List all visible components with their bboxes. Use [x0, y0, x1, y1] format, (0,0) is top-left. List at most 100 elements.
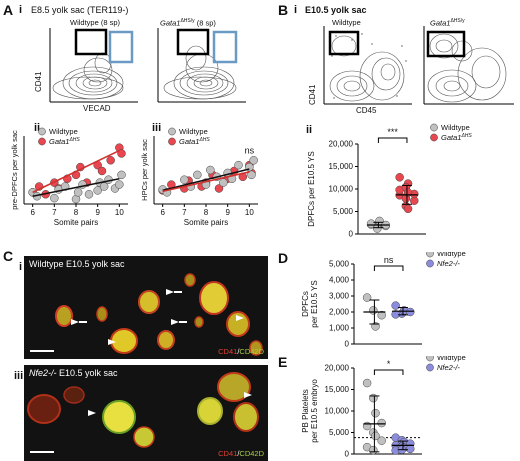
- panel-a-i-label: i: [19, 4, 23, 16]
- trend-line: [162, 171, 250, 193]
- panel-a-ii-label: ii: [34, 122, 41, 134]
- y-axis-label: DPFCs per E10.5 YS: [307, 151, 316, 226]
- y-tick-label: 0: [345, 450, 350, 459]
- y-tick-label: 0: [349, 230, 354, 239]
- data-point: [180, 175, 189, 184]
- gata1-sup: ΔHS/y: [180, 18, 195, 24]
- data-point: [234, 160, 243, 170]
- micrograph-nfe2-cells: [27, 372, 259, 453]
- legend-marker: [38, 127, 46, 136]
- x-tick-label: 10: [115, 208, 124, 217]
- data-point: [406, 444, 415, 454]
- data-point: [403, 204, 413, 214]
- data-point: [395, 173, 404, 182]
- y-tick-label: 20,000: [325, 364, 350, 373]
- data-point: [391, 301, 400, 310]
- y-tick-label: 5,000: [329, 428, 350, 437]
- y-tick-label: 0: [345, 340, 350, 349]
- legend-marker: [168, 127, 176, 136]
- mut-suffix: (8 sp): [194, 18, 216, 28]
- y-axis-label: DPFCsper E10.5 YS: [301, 280, 319, 327]
- data-point: [371, 408, 380, 418]
- x-tick-label: 9: [225, 208, 230, 217]
- panel-d-letter: D: [278, 250, 289, 266]
- flow-dots: [331, 33, 407, 99]
- stain-sep: /: [237, 347, 240, 356]
- stain-label-bottom: CD41/CD42D: [218, 449, 264, 458]
- gate-blue: [212, 30, 238, 64]
- scale-bar: [30, 451, 54, 453]
- data-point: [373, 224, 382, 233]
- legend-label: Gata1ΔHS: [441, 133, 472, 142]
- stain-green: CD42D: [239, 449, 264, 458]
- x-axis-label: Somite pairs: [184, 218, 228, 227]
- panel-b-ylabel: CD41: [308, 84, 317, 105]
- panel-a-flow-plots: [49, 28, 246, 103]
- y-tick-label: 20,000: [329, 140, 354, 149]
- flow-plot-gata1: [423, 26, 514, 105]
- stain-red: CD41: [218, 449, 238, 458]
- y-tick-label: 10,000: [329, 185, 354, 194]
- y-tick-label: 5,000: [329, 260, 350, 269]
- gata1-text: Gata1: [430, 18, 451, 28]
- x-tick-label: 6: [160, 208, 165, 217]
- x-tick-label: 10: [245, 208, 254, 217]
- panel-b-flow-plots: [323, 26, 514, 105]
- data-point: [193, 170, 202, 180]
- x-tick-label: 6: [30, 208, 35, 217]
- panel-a-iii-label: iii: [152, 122, 162, 134]
- legend-marker: [426, 363, 434, 372]
- y-tick-label: 1,000: [329, 324, 350, 333]
- data-point: [249, 156, 258, 165]
- cells: [27, 372, 259, 448]
- x-tick-label: 7: [52, 208, 57, 217]
- stain-green: CD42D: [239, 347, 264, 356]
- scale-bar: [30, 350, 54, 352]
- gate-black: [176, 28, 210, 56]
- data-point: [117, 149, 126, 158]
- y-tick-label: 4,000: [329, 276, 350, 285]
- arrowhead-icons: [88, 392, 252, 416]
- data-point: [247, 170, 256, 180]
- significance-annotation: *: [387, 359, 391, 369]
- gate-blue: [108, 30, 134, 64]
- cells: [55, 273, 263, 356]
- data-point: [362, 293, 372, 302]
- data-point: [50, 193, 59, 203]
- panel-a-letter: A: [3, 2, 14, 18]
- data-point: [206, 165, 215, 175]
- data-point: [117, 170, 126, 180]
- y-axis-label: pre-DPFCs per yolk sac: [10, 130, 19, 210]
- data-point: [371, 431, 380, 441]
- data-point: [106, 156, 115, 165]
- data-point: [377, 436, 386, 445]
- panel-b-mut-label: Gata1ΔHS/y: [430, 18, 465, 28]
- data-point: [73, 188, 83, 197]
- x-tick-label: 9: [95, 208, 100, 217]
- micrograph-nfe2: Nfe2-/- E10.5 yolk sac CD41/CD42D: [24, 365, 268, 461]
- chart-d: 0 1,000 2,000 3,000 4,000 5,000 DPFCsper E10.5…: [301, 252, 466, 349]
- data-point: [97, 166, 107, 176]
- data-point: [214, 184, 224, 193]
- title-rest: E10.5 yolk sac: [56, 368, 118, 378]
- data-point: [377, 310, 386, 320]
- significance-annotation: ns: [384, 255, 394, 265]
- panel-b-xlabel: CD45: [356, 106, 377, 115]
- nfe2-text: Nfe2-/-: [29, 368, 57, 378]
- chart-b-ii: 0 5,000 10,000 15,000 20,000 DPFCs per E10.5 …: [307, 123, 472, 239]
- legend-marker: [430, 123, 438, 132]
- panel-b-wt-label: Wildtype: [332, 18, 361, 27]
- legend-label: Wildtype: [179, 127, 208, 136]
- panel-c-iii-label: iii: [14, 370, 24, 382]
- y-tick-label: 5,000: [333, 207, 354, 216]
- flow-plot-wildtype: [323, 26, 412, 105]
- gata1-sup: ΔHS/y: [450, 18, 465, 24]
- y-tick-label: 2,000: [329, 308, 350, 317]
- flow-plot-wildtype: [49, 28, 138, 103]
- legend-label: Nfe2-/-: [437, 363, 460, 372]
- legend-label: Gata1ΔHS: [179, 137, 210, 146]
- legend-label: Wildtype: [441, 123, 470, 132]
- micrograph-nfe2-title: Nfe2-/- E10.5 yolk sac: [29, 368, 118, 378]
- panel-b-letter: B: [278, 2, 289, 18]
- gata1-text: Gata1: [160, 18, 181, 28]
